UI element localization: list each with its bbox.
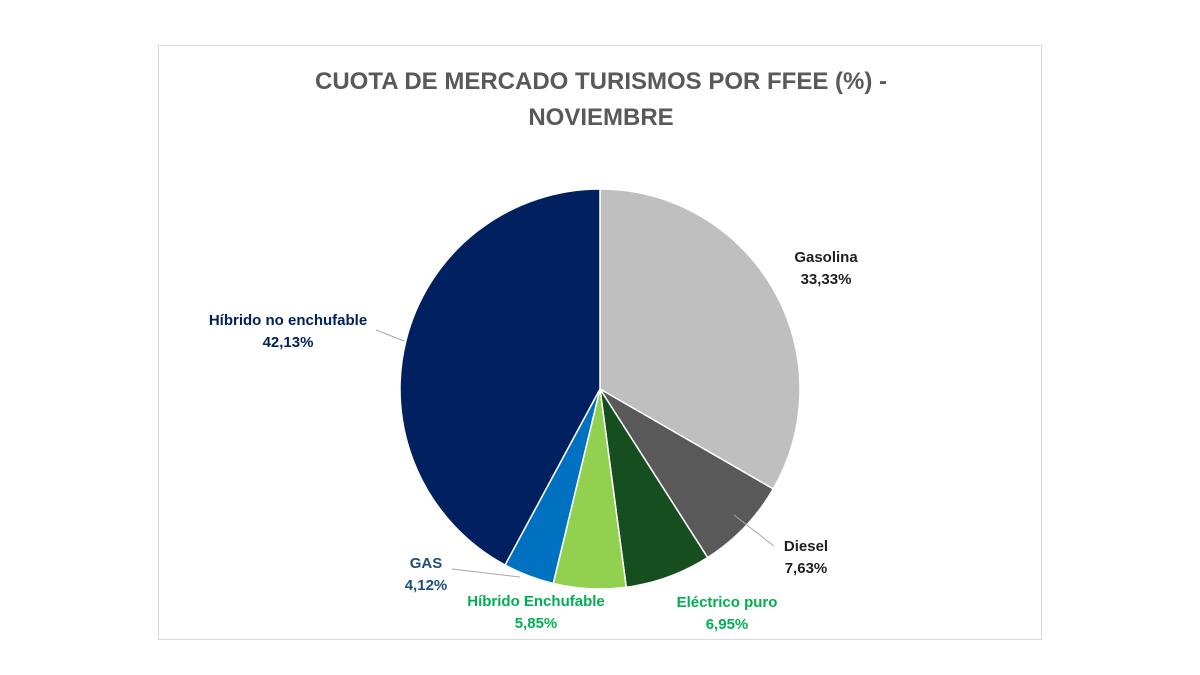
- data-label-value: 42,13%: [263, 334, 314, 351]
- leader-line-gas: [451, 568, 521, 578]
- data-label-gas: GAS 4,12%: [405, 555, 448, 594]
- pie-slice-diesel: [599, 388, 775, 559]
- data-label-diesel: Diesel 7,63%: [784, 538, 828, 577]
- data-label-gasolina: Gasolina 33,33%: [794, 249, 858, 288]
- data-label-name: GAS: [410, 555, 443, 572]
- data-label-electrico-puro: Eléctrico puro 6,95%: [677, 594, 778, 633]
- pie-slice-gasolina: [599, 188, 801, 490]
- data-label-name: Gasolina: [794, 249, 858, 266]
- data-label-value: 6,95%: [706, 616, 749, 633]
- data-label-name: Híbrido Enchufable: [467, 593, 605, 610]
- data-label-value: 7,63%: [785, 560, 828, 577]
- data-label-hibrido-enchufable: Híbrido Enchufable 5,85%: [467, 593, 605, 632]
- data-label-value: 4,12%: [405, 577, 448, 594]
- leader-line-hibrido-no-enchufable: [375, 329, 405, 342]
- chart-title-line-2: NOVIEMBRE: [528, 104, 674, 131]
- pie-slices: [399, 188, 801, 590]
- chart-title: CUOTA DE MERCADO TURISMOS POR FFEE (%) -…: [159, 64, 1043, 136]
- data-label-name: Diesel: [784, 538, 828, 555]
- pie-slice-hibrido-no-enchufable: [399, 188, 601, 567]
- data-label-value: 33,33%: [801, 271, 852, 288]
- data-label-name: Eléctrico puro: [677, 594, 778, 611]
- chart-title-line-1: CUOTA DE MERCADO TURISMOS POR FFEE (%) -: [315, 68, 887, 95]
- data-label-value: 5,85%: [515, 615, 558, 632]
- data-label-hibrido-no-enchufable: Híbrido no enchufable 42,13%: [209, 312, 367, 351]
- data-label-name: Híbrido no enchufable: [209, 312, 367, 329]
- leader-line-diesel: [733, 514, 775, 547]
